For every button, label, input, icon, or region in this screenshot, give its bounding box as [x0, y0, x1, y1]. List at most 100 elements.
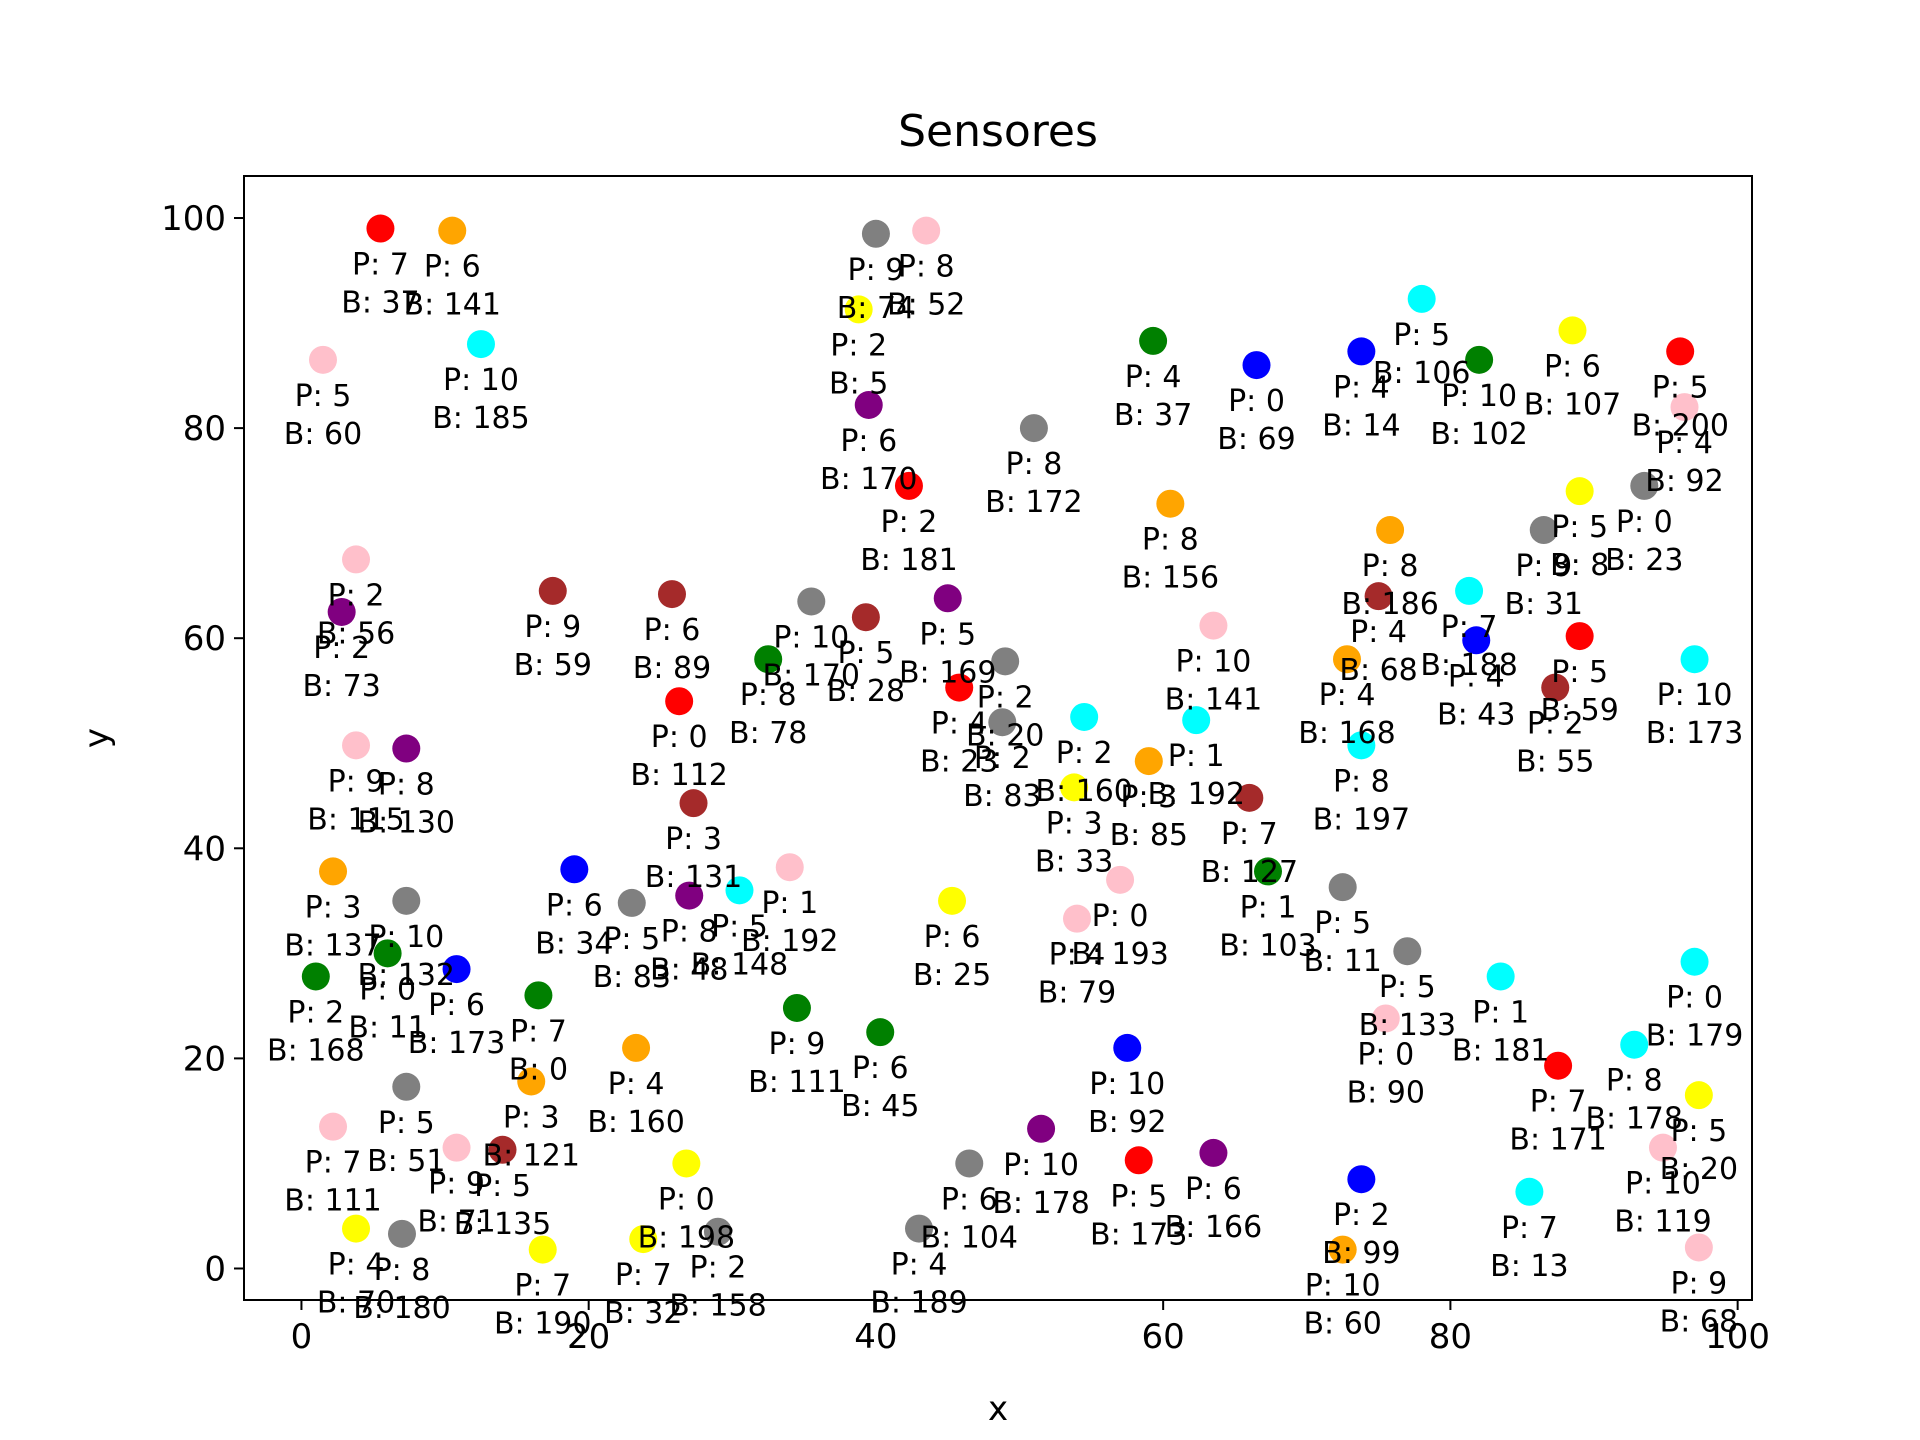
data-point — [905, 1214, 934, 1243]
point-label-p: P: 0 — [359, 972, 416, 1007]
data-point — [1182, 706, 1211, 735]
point-label-b: B: 173 — [408, 1026, 506, 1061]
point-label-p: P: 6 — [1185, 1172, 1242, 1207]
point-label-p: P: 2 — [328, 578, 385, 613]
point-label-p: P: 5 — [378, 1106, 435, 1141]
point-label-b: B: 190 — [494, 1307, 592, 1342]
data-points — [301, 214, 1713, 1264]
point-label-p: P: 4 — [931, 707, 988, 742]
y-tick-label: 20 — [183, 1039, 226, 1079]
point-label-b: B: 193 — [1071, 937, 1169, 972]
point-label-p: P: 2 — [1527, 707, 1584, 742]
point-label-p: P: 7 — [510, 1014, 567, 1049]
point-label-b: B: 115 — [307, 802, 405, 837]
data-point — [308, 345, 337, 374]
data-point — [538, 576, 567, 605]
point-label-b: B: 5 — [829, 366, 888, 401]
point-label-b: B: 171 — [1509, 1123, 1607, 1158]
data-point — [392, 734, 421, 763]
point-label-p: P: 6 — [924, 920, 981, 955]
point-label-b: B: 85 — [1110, 818, 1188, 853]
data-point — [1486, 962, 1515, 991]
point-label-b: B: 178 — [1585, 1102, 1683, 1137]
data-point — [988, 708, 1017, 737]
point-label-b: B: 0 — [509, 1052, 568, 1087]
point-label-p: P: 6 — [424, 250, 481, 285]
data-point — [1565, 477, 1594, 506]
y-tick-label: 40 — [183, 829, 226, 869]
point-label-b: B: 60 — [284, 417, 362, 452]
point-label-b: B: 188 — [1420, 648, 1518, 683]
point-label-b: B: 192 — [741, 924, 839, 959]
point-label-p: P: 8 — [374, 1253, 431, 1288]
point-label-p: P: 1 — [1240, 890, 1297, 925]
point-label-p: P: 4 — [891, 1248, 948, 1283]
point-label-p: P: 2 — [881, 505, 938, 540]
data-point — [1139, 326, 1168, 355]
point-label-b: B: 11 — [1303, 944, 1381, 979]
data-point — [933, 584, 962, 613]
point-label-b: B: 169 — [899, 655, 997, 690]
point-label-p: P: 8 — [740, 678, 797, 713]
point-label-b: B: 141 — [1165, 683, 1263, 718]
point-label-b: B: 92 — [1088, 1105, 1166, 1140]
point-label-b: B: 166 — [1165, 1210, 1263, 1245]
point-label-p: P: 0 — [651, 720, 708, 755]
axis-ticks: 0 20 40 60 80 100 0 20 40 60 80 100 — [161, 199, 1770, 1357]
data-point — [1364, 582, 1393, 611]
point-label-p: P: 8 — [1005, 447, 1062, 482]
point-label-b: B: 119 — [1614, 1205, 1712, 1240]
point-label-b: B: 83 — [963, 779, 1041, 814]
data-point — [1242, 351, 1271, 380]
data-point — [1062, 904, 1091, 933]
point-label-b: B: 34 — [535, 926, 613, 961]
point-label-b: B: 168 — [1298, 716, 1396, 751]
point-label-b: B: 127 — [1201, 855, 1299, 890]
point-label-p: P: 10 — [1441, 379, 1517, 414]
data-point — [392, 886, 421, 915]
point-label-p: P: 1 — [1472, 995, 1529, 1030]
point-label-b: B: 33 — [1035, 844, 1113, 879]
point-label-b: B: 56 — [317, 616, 395, 651]
data-point — [622, 1033, 651, 1062]
point-label-p: P: 2 — [1333, 1198, 1390, 1233]
data-point — [1019, 414, 1048, 443]
point-label-b: B: 23 — [1605, 543, 1683, 578]
point-label-b: B: 28 — [827, 674, 905, 709]
point-label-p: P: 7 — [352, 248, 409, 283]
point-label-b: B: 45 — [841, 1089, 919, 1124]
data-point — [1558, 316, 1587, 345]
point-label-p: P: 6 — [840, 424, 897, 459]
point-label-b: B: 79 — [1038, 976, 1116, 1011]
data-point — [1328, 873, 1357, 902]
data-point — [1254, 857, 1283, 886]
point-label-b: B: 148 — [691, 947, 789, 982]
point-label-b: B: 68 — [1339, 653, 1417, 688]
point-label-b: B: 83 — [593, 960, 671, 995]
point-label-p: P: 8 — [378, 768, 435, 803]
data-point — [775, 853, 804, 882]
data-point — [1060, 773, 1089, 802]
point-label-p: P: 3 — [1046, 806, 1103, 841]
data-point — [754, 645, 783, 674]
point-label-b: B: 55 — [1516, 745, 1594, 780]
point-label-b: B: 173 — [1090, 1217, 1188, 1252]
point-label-p: P: 7 — [1530, 1085, 1587, 1120]
data-point — [1106, 865, 1135, 894]
point-label-p: P: 10 — [773, 620, 849, 655]
data-point — [392, 1072, 421, 1101]
y-tick-label: 100 — [161, 199, 226, 239]
point-label-b: B: 112 — [630, 758, 728, 793]
data-point — [866, 1018, 895, 1047]
point-label-p: P: 7 — [615, 1258, 672, 1293]
point-label-p: P: 9 — [1515, 549, 1572, 584]
data-point — [861, 219, 890, 248]
data-point — [894, 471, 923, 500]
point-label-p: P: 3 — [665, 822, 722, 857]
data-point — [366, 214, 395, 243]
data-point — [560, 855, 589, 884]
data-point — [782, 993, 811, 1022]
data-point — [442, 955, 471, 984]
